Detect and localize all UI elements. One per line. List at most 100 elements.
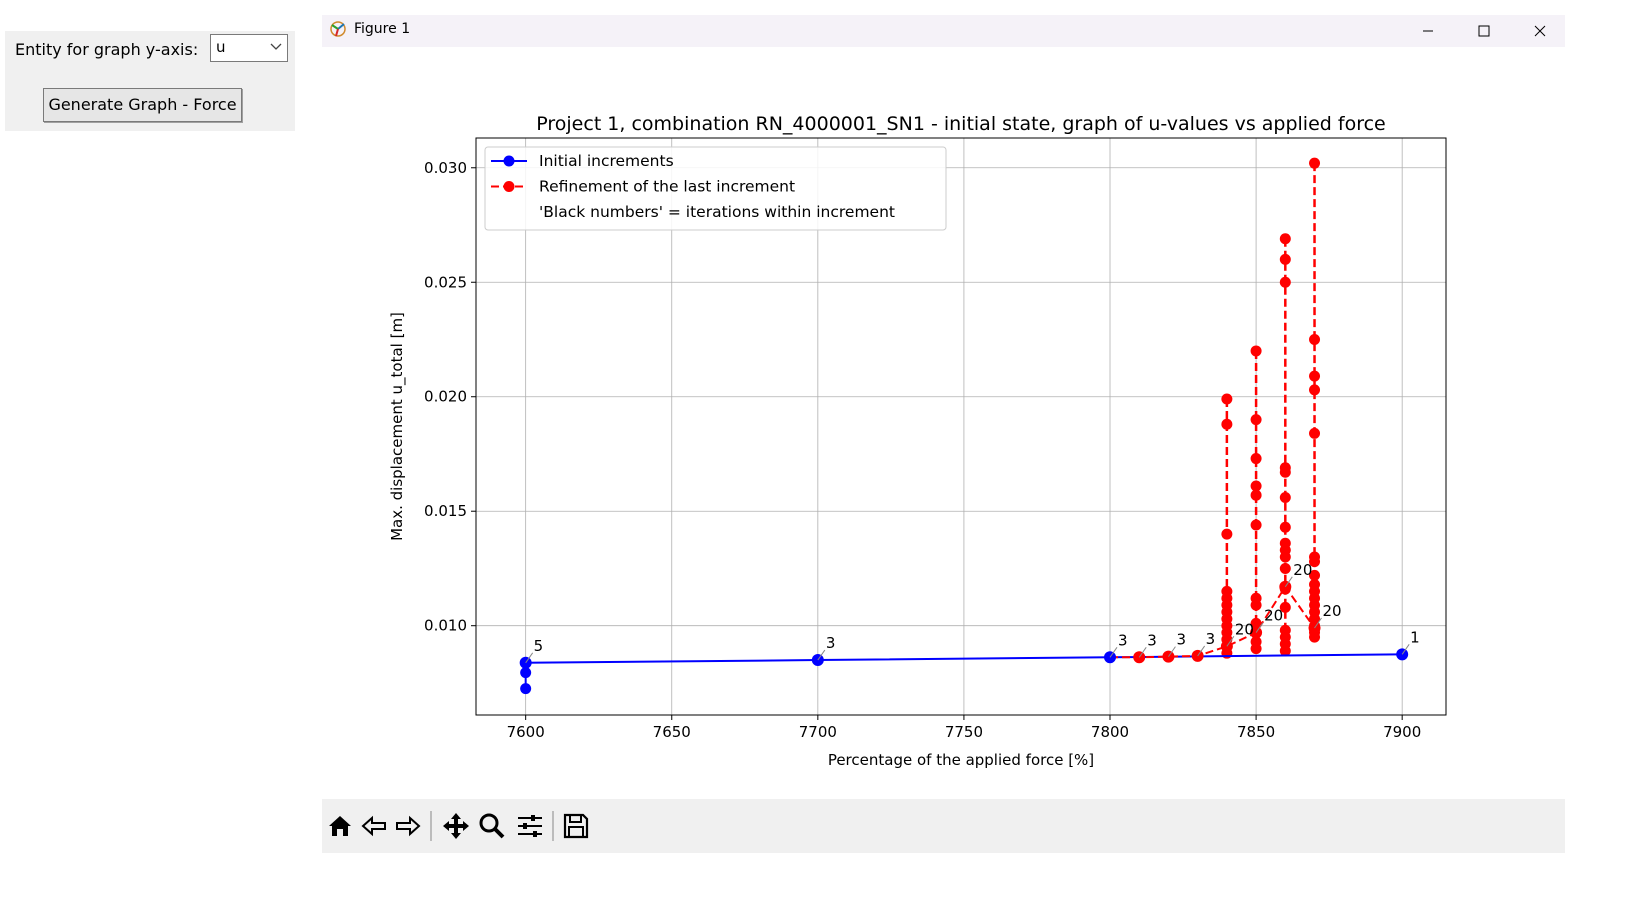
title-bar: Figure 1 xyxy=(322,15,1565,47)
annotation-arrow xyxy=(1138,647,1147,658)
x-tick-label: 7700 xyxy=(799,723,837,741)
x-tick-label: 7900 xyxy=(1383,723,1421,741)
forward-arrow-icon[interactable] xyxy=(392,811,424,841)
x-tick-label: 7750 xyxy=(945,723,983,741)
entity-select[interactable]: u xyxy=(210,34,288,62)
refinement-iteration-point xyxy=(1309,370,1321,382)
refinement-iteration-point xyxy=(1250,480,1262,492)
y-tick-label: 0.015 xyxy=(424,502,467,520)
back-arrow-icon[interactable] xyxy=(358,811,390,841)
matplotlib-icon xyxy=(330,21,346,37)
refinement-iteration-point xyxy=(1221,528,1233,540)
y-tick-label: 0.010 xyxy=(424,617,467,635)
refinement-iteration-point xyxy=(1250,643,1262,655)
annotation-label: 20 xyxy=(1293,561,1312,579)
refinement-iteration-point xyxy=(1309,569,1321,581)
refinement-iteration-point xyxy=(1309,333,1321,345)
annotation-label: 3 xyxy=(1176,631,1186,649)
annotation-label: 20 xyxy=(1323,602,1342,620)
annotation-label: 20 xyxy=(1235,620,1254,638)
refinement-iteration-point xyxy=(1279,253,1291,265)
x-tick-label: 7600 xyxy=(507,723,545,741)
y-axis-label: Max. displacement u_total [m] xyxy=(388,312,407,541)
annotation-label: 3 xyxy=(1118,631,1128,649)
annotation-arrow xyxy=(1314,617,1322,629)
generate-graph-button[interactable]: Generate Graph - Force xyxy=(43,88,242,122)
annotation-label: 3 xyxy=(1147,631,1157,649)
initial-iteration-point xyxy=(520,683,532,695)
legend-marker xyxy=(503,181,515,192)
annotation-label: 3 xyxy=(1206,630,1216,648)
legend-box xyxy=(484,146,947,231)
legend-marker xyxy=(503,155,515,167)
annotation-arrow xyxy=(1284,576,1293,588)
annotation-label: 20 xyxy=(1264,607,1283,625)
figure-window: Figure 1 7600 7650 7700 7750 7800 7850 7900 0.0… xyxy=(322,15,1565,853)
minimize-icon xyxy=(1423,30,1433,32)
y-tick-label: 0.020 xyxy=(424,388,467,406)
annotation-arrow xyxy=(525,652,534,664)
x-axis-label: Percentage of the applied force [%] xyxy=(828,751,1094,769)
series-line-initial xyxy=(525,653,1403,664)
annotation-arrow xyxy=(1401,644,1410,655)
refinement-iteration-point xyxy=(1279,491,1291,503)
refinement-iteration-point xyxy=(1250,617,1262,629)
refinement-iteration-point xyxy=(1309,556,1321,568)
minimize-button[interactable] xyxy=(1400,15,1456,47)
annotation-arrow xyxy=(1109,647,1118,658)
home-icon[interactable] xyxy=(324,811,356,841)
legend-label: Refinement of the last increment xyxy=(539,178,795,196)
close-button[interactable] xyxy=(1512,15,1568,47)
refinement-iteration-point xyxy=(1309,427,1321,439)
chart-title: Project 1, combination RN_4000001_SN1 - … xyxy=(536,113,1385,135)
close-icon xyxy=(1534,25,1546,37)
control-panel: Entity for graph y-axis: u Generate Grap… xyxy=(5,31,295,131)
refinement-iteration-point xyxy=(1279,551,1291,563)
entity-select-value: u xyxy=(216,38,226,56)
refinement-iteration-point xyxy=(1309,384,1321,396)
chevron-down-icon xyxy=(270,43,282,50)
window-title: Figure 1 xyxy=(354,21,411,37)
annotation-label: 1 xyxy=(1410,628,1420,646)
annotation-label: 3 xyxy=(826,634,836,652)
annotation-label: 5 xyxy=(534,637,544,655)
refinement-iteration-point xyxy=(1279,521,1291,533)
series-line-refinement xyxy=(1110,584,1316,659)
x-tick-label: 7800 xyxy=(1091,723,1129,741)
refinement-iteration-point xyxy=(1250,414,1262,426)
refinement-iteration-point xyxy=(1250,453,1262,465)
annotation-arrow xyxy=(1226,636,1235,647)
x-tick-label: 7650 xyxy=(653,723,691,741)
pan-icon[interactable] xyxy=(440,811,472,841)
toolbar-separator xyxy=(430,811,432,841)
entity-label: Entity for graph y-axis: xyxy=(15,40,199,59)
refinement-iteration-point xyxy=(1309,631,1321,643)
configure-subplots-icon[interactable] xyxy=(514,811,546,841)
chart: 7600 7650 7700 7750 7800 7850 7900 0.010 0.015 0.… xyxy=(388,113,1447,769)
refinement-iteration-point xyxy=(1250,489,1262,501)
zoom-icon[interactable] xyxy=(476,811,508,841)
refinement-iteration-point xyxy=(1221,393,1233,405)
refinement-iteration-point xyxy=(1279,466,1291,478)
refinement-iteration-point xyxy=(1279,276,1291,288)
refinement-iteration-point xyxy=(1250,345,1262,357)
refinement-iteration-point xyxy=(1279,601,1291,613)
y-tick-label: 0.025 xyxy=(424,273,467,291)
refinement-iteration-point xyxy=(1309,157,1321,169)
axes-frame xyxy=(475,137,1447,716)
refinement-iteration-point xyxy=(1250,519,1262,531)
annotation-arrow xyxy=(817,649,826,661)
refinement-point xyxy=(1162,650,1175,663)
save-icon[interactable] xyxy=(560,811,592,841)
initial-iteration-point xyxy=(520,667,532,679)
navigation-toolbar xyxy=(322,799,1565,853)
refinement-iteration-point xyxy=(1250,599,1262,611)
annotation-arrow xyxy=(1255,622,1264,633)
annotation-arrow xyxy=(1197,645,1206,657)
refinement-iteration-point xyxy=(1279,233,1291,245)
legend-label: 'Black numbers' = iterations within incr… xyxy=(539,203,895,221)
refinement-iteration-point xyxy=(1221,418,1233,430)
annotation-arrow xyxy=(1168,646,1176,657)
maximize-button[interactable] xyxy=(1456,15,1512,47)
refinement-iteration-point xyxy=(1279,562,1291,574)
